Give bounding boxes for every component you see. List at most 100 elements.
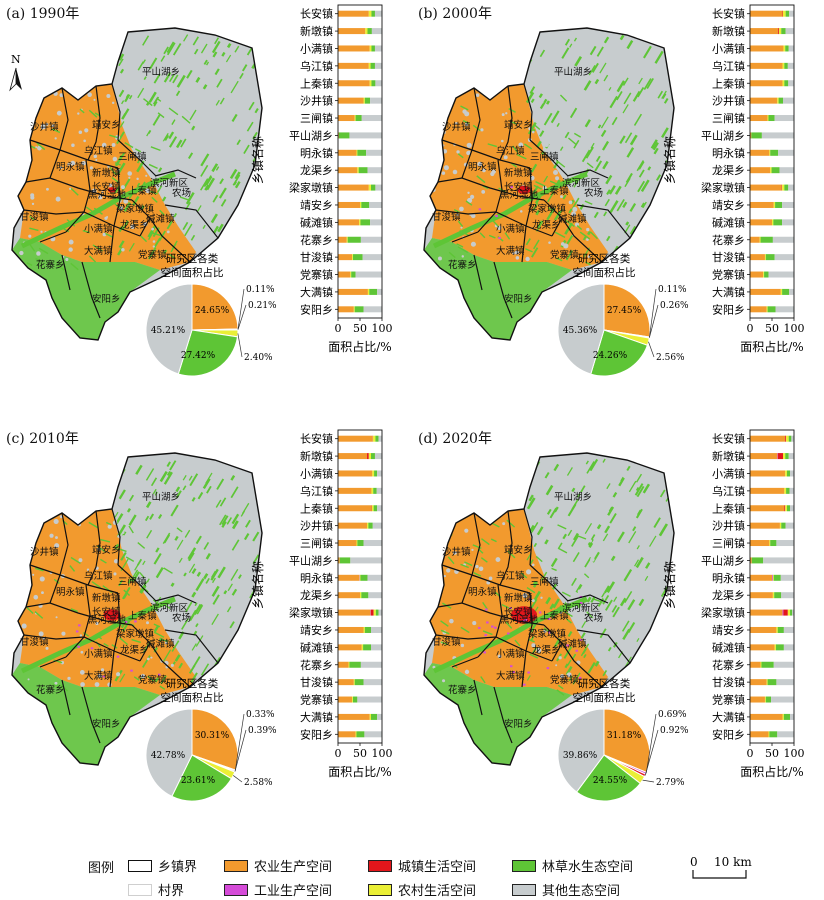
bar-segment-other [775,306,794,313]
other-patch [54,681,58,685]
township-label: 花寨乡 [448,259,477,271]
other-patch [166,230,170,234]
vegetation-patch [601,592,606,598]
vegetation-patch [659,218,669,232]
other-patch [490,171,495,177]
industry-patch [522,620,526,623]
vegetation-patch [82,229,90,234]
township-label: 碱滩镇 [146,213,175,225]
vegetation-patch [635,556,644,569]
bar-segment-other [789,288,794,295]
vegetation-patch [172,43,182,56]
other-patch [55,536,58,539]
bar-segment-agri [338,271,351,278]
township-label: 安阳乡 [92,293,121,305]
township-tick-label: 三闸镇 [300,536,333,550]
other-patch [95,159,98,162]
vegetation-patch [118,579,123,587]
bar-segment-agri [750,201,774,208]
township-label: 党寨镇 [138,249,167,261]
other-patch [22,179,26,182]
vegetation-patch [150,146,161,152]
other-patch [452,169,458,175]
township-label: 梁家墩镇 [116,203,155,215]
pie-label-urban: 0.92% [660,726,689,736]
bar-segment-eco [357,149,367,156]
vegetation-patch [153,101,158,107]
township-tick-label: 长安镇 [300,7,333,21]
vegetation-patch [127,578,133,584]
vegetation-patch [252,531,260,542]
township-boundary [39,231,67,243]
bar-segment-agri [338,254,353,261]
vegetation-patch [211,613,219,626]
vegetation-patch [26,606,34,615]
vegetation-patch [223,241,232,253]
vegetation-patch [221,520,227,528]
other-patch [159,143,165,149]
vegetation-patch [184,223,193,237]
map-outline [423,27,675,341]
township-boundary [566,594,609,604]
bar-segment-agri [750,28,779,35]
vegetation-patch [566,467,573,476]
vegetation-patch [606,189,611,195]
other-patch [586,227,590,232]
other-patch [543,629,547,633]
township-tick-label: 靖安乡 [712,623,745,637]
vegetation-patch [528,638,535,643]
vegetation-patch [250,195,257,203]
township-label: 黑河湿地 [500,614,539,626]
other-patch [456,213,459,216]
bar-segment-agri [750,679,767,686]
township-boundary [499,85,513,161]
vegetation-patch [583,654,587,659]
vegetation-patch [589,458,599,472]
vegetation-patch [623,568,633,582]
township-label: 上秦镇 [128,185,157,197]
vegetation-patch [599,62,607,74]
township-boundary [576,629,631,664]
other-patch [35,97,39,101]
other-patch [19,250,24,256]
vegetation-patch [123,589,131,596]
bar-segment-rural [363,97,365,104]
panel-label: (a) 1990年 [6,6,80,22]
township-label: 沙井镇 [442,121,471,133]
vegetation-patch [643,246,651,257]
vegetation-patch [124,142,134,149]
vegetation-patch [594,660,600,667]
urban-swatch [368,859,392,872]
other-patch [129,114,134,119]
township-boundary [109,650,115,688]
vegetation-patch [191,497,196,502]
other-patch [78,558,83,563]
bar-segment-rural [774,644,776,651]
bar-segment-eco [371,713,378,720]
other-patch [544,142,549,148]
vegetation-patch [530,635,535,641]
vegetation-patch [553,161,559,169]
other-patch [470,213,476,219]
bar-segment-other [774,115,794,122]
vegetation-patch [635,473,643,483]
other-patch [40,124,46,130]
legend-item-rural: 农村生活空间 [368,880,476,899]
vegetation-patch [161,196,167,202]
other-patch [165,104,170,109]
bar-segment-other [774,254,794,261]
vegetation-patch [220,198,227,207]
vegetation-patch [537,220,543,228]
bar-segment-eco [367,28,372,35]
other-patch [432,168,436,172]
vegetation-patch [629,225,637,235]
pie-slice-other [557,708,605,793]
township-label: 花寨乡 [36,684,65,696]
bar-segment-eco [371,45,375,52]
bar-segment-other [376,487,382,494]
other-patch [170,663,174,667]
vegetation-patch [195,635,204,647]
vegetation-patch [193,48,199,55]
vegetation-patch [146,578,151,583]
vegetation-patch [540,571,548,581]
